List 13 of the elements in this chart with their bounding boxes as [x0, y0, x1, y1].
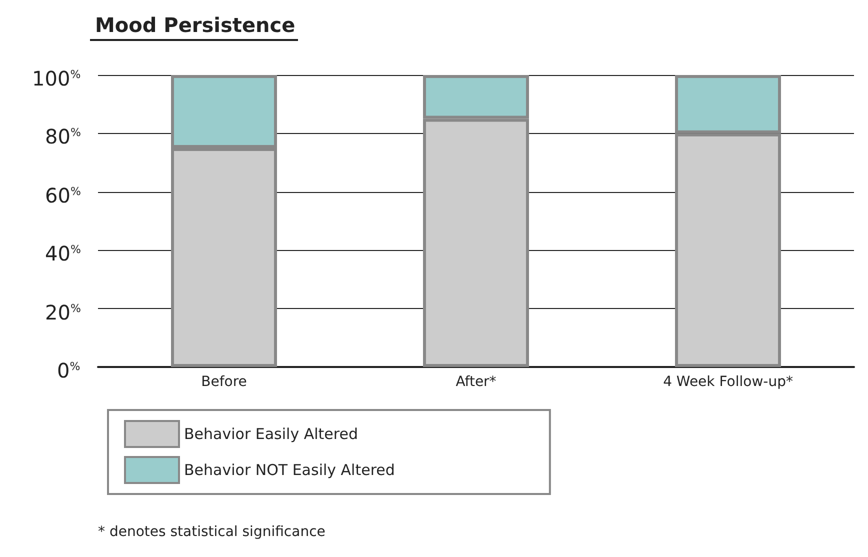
y-tick-label: 40$^{%}$ [45, 240, 81, 266]
y-tick-label: 100$^{%}$ [32, 66, 81, 91]
x-tick-label: Before [201, 374, 247, 390]
x-tick-label: 4 Week Follow-up* [663, 374, 793, 390]
chart-title: Mood Persistence [95, 13, 296, 37]
y-tick-label: 80$^{%}$ [45, 124, 81, 150]
y-tick-label: 60$^{%}$ [45, 182, 81, 208]
legend-label: Behavior NOT Easily Altered [184, 461, 395, 479]
y-tick-label: 0$^{%}$ [57, 358, 80, 383]
text: * denotes statistical significance [98, 524, 326, 540]
y-tick-label: 20$^{%}$ [45, 299, 81, 324]
legend-label: Behavior Easily Altered [184, 425, 358, 443]
x-tick-label: After* [456, 374, 496, 390]
